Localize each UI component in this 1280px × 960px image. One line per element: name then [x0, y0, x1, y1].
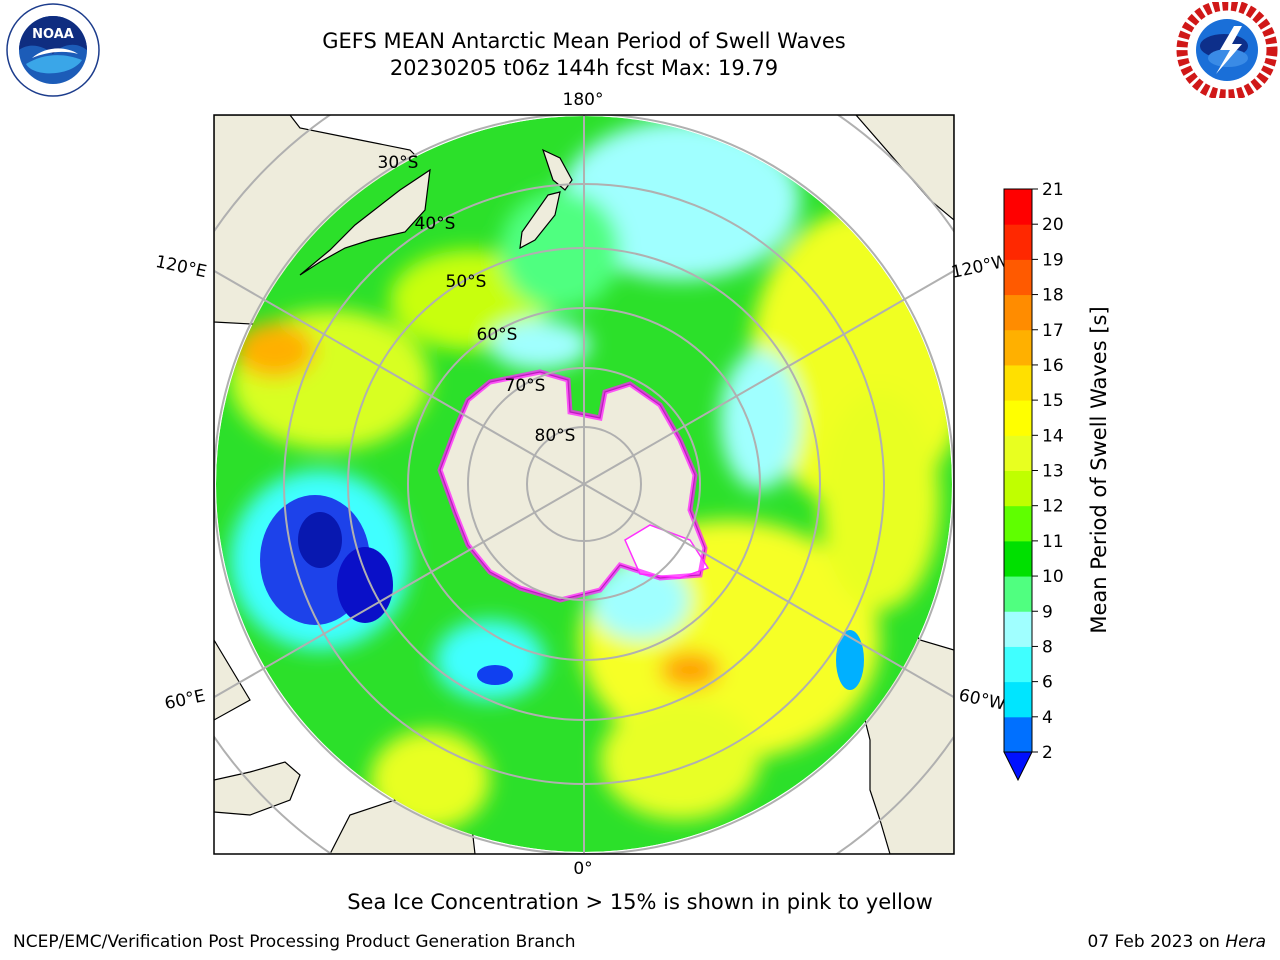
colorbar-tick-label: 12	[1042, 497, 1064, 517]
colorbar-extend-arrow	[1003, 751, 1033, 782]
nws-logo	[1176, 2, 1278, 98]
lat-label-80s: 80°S	[535, 426, 576, 446]
colorbar-tick-label: 11	[1042, 532, 1064, 552]
colorbar-tick-label: 6	[1042, 673, 1053, 693]
colorbar-tick-label: 16	[1042, 356, 1064, 376]
colorbar: 2 4 6 8 9 10 11 12 13 14 15 16 17 18 19 20 21	[1003, 180, 1064, 782]
colorbar-segment	[1004, 189, 1032, 225]
lat-label-30s: 30°S	[378, 153, 419, 173]
chart-subtitle: 20230205 t06z 144h fcst Max: 19.79	[389, 56, 779, 80]
colorbar-tick-label: 2	[1042, 743, 1053, 763]
sea-ice-edge	[437, 369, 708, 603]
colorbar-segment	[1004, 716, 1032, 753]
footer-branch: NCEP/EMC/Verification Post Processing Pr…	[13, 932, 576, 952]
lon-label-180: 180°	[563, 90, 604, 110]
footer-host: Hera	[1225, 932, 1266, 952]
colorbar-segment	[1004, 505, 1032, 542]
sea-ice-note: Sea Ice Concentration > 15% is shown in …	[347, 890, 933, 914]
lon-label-60w: 60°W	[957, 685, 1007, 714]
colorbar-segment	[1004, 364, 1032, 401]
colorbar-tick-label: 10	[1042, 567, 1064, 587]
colorbar-segment	[1004, 435, 1032, 471]
colorbar-tick-label: 20	[1042, 215, 1064, 235]
noaa-logo: NOAA	[6, 3, 100, 97]
colorbar-label: Mean Period of Swell Waves [s]	[1087, 306, 1111, 633]
graticule	[214, 115, 954, 854]
chart-title: GEFS MEAN Antarctic Mean Period of Swell…	[322, 29, 846, 53]
colorbar-segment	[1004, 294, 1032, 331]
colorbar-tick-label: 4	[1042, 708, 1053, 728]
colorbar-tick-label: 18	[1042, 286, 1064, 306]
colorbar-segment	[1004, 329, 1032, 366]
colorbar-tick-label: 17	[1042, 321, 1064, 341]
colorbar-tick-label: 15	[1042, 391, 1064, 411]
colorbar-segment	[1004, 470, 1032, 507]
lon-label-120e: 120°E	[154, 252, 209, 282]
lon-label-60e: 60°E	[163, 686, 207, 714]
colorbar-segment	[1004, 681, 1032, 718]
lon-label-0: 0°	[573, 859, 592, 879]
colorbar-tick-label: 8	[1042, 637, 1053, 657]
noaa-logo-text: NOAA	[32, 27, 74, 42]
colorbar-segment	[1004, 259, 1032, 296]
lat-label-50s: 50°S	[446, 272, 487, 292]
lat-label-40s: 40°S	[415, 214, 456, 234]
colorbar-segment	[1004, 646, 1032, 683]
colorbar-segment	[1004, 224, 1032, 260]
colorbar-tick-label: 21	[1042, 180, 1064, 200]
colorbar-segment	[1004, 611, 1032, 647]
colorbar-tick-label: 19	[1042, 250, 1064, 270]
colorbar-tick-label: 9	[1042, 602, 1053, 622]
colorbar-tick-label: 13	[1042, 462, 1064, 482]
lat-label-70s: 70°S	[505, 376, 546, 396]
colorbar-segment	[1004, 400, 1032, 436]
footer-date-text: 07 Feb 2023 on	[1087, 932, 1226, 952]
colorbar-tick-label: 14	[1042, 426, 1064, 446]
colorbar-segment	[1004, 540, 1032, 577]
footer-date: 07 Feb 2023 on Hera	[1088, 932, 1266, 952]
colorbar-segment	[1004, 576, 1032, 612]
lon-label-120w: 120°W	[950, 251, 1011, 283]
australia	[299, 168, 431, 276]
lat-label-60s: 60°S	[477, 325, 518, 345]
